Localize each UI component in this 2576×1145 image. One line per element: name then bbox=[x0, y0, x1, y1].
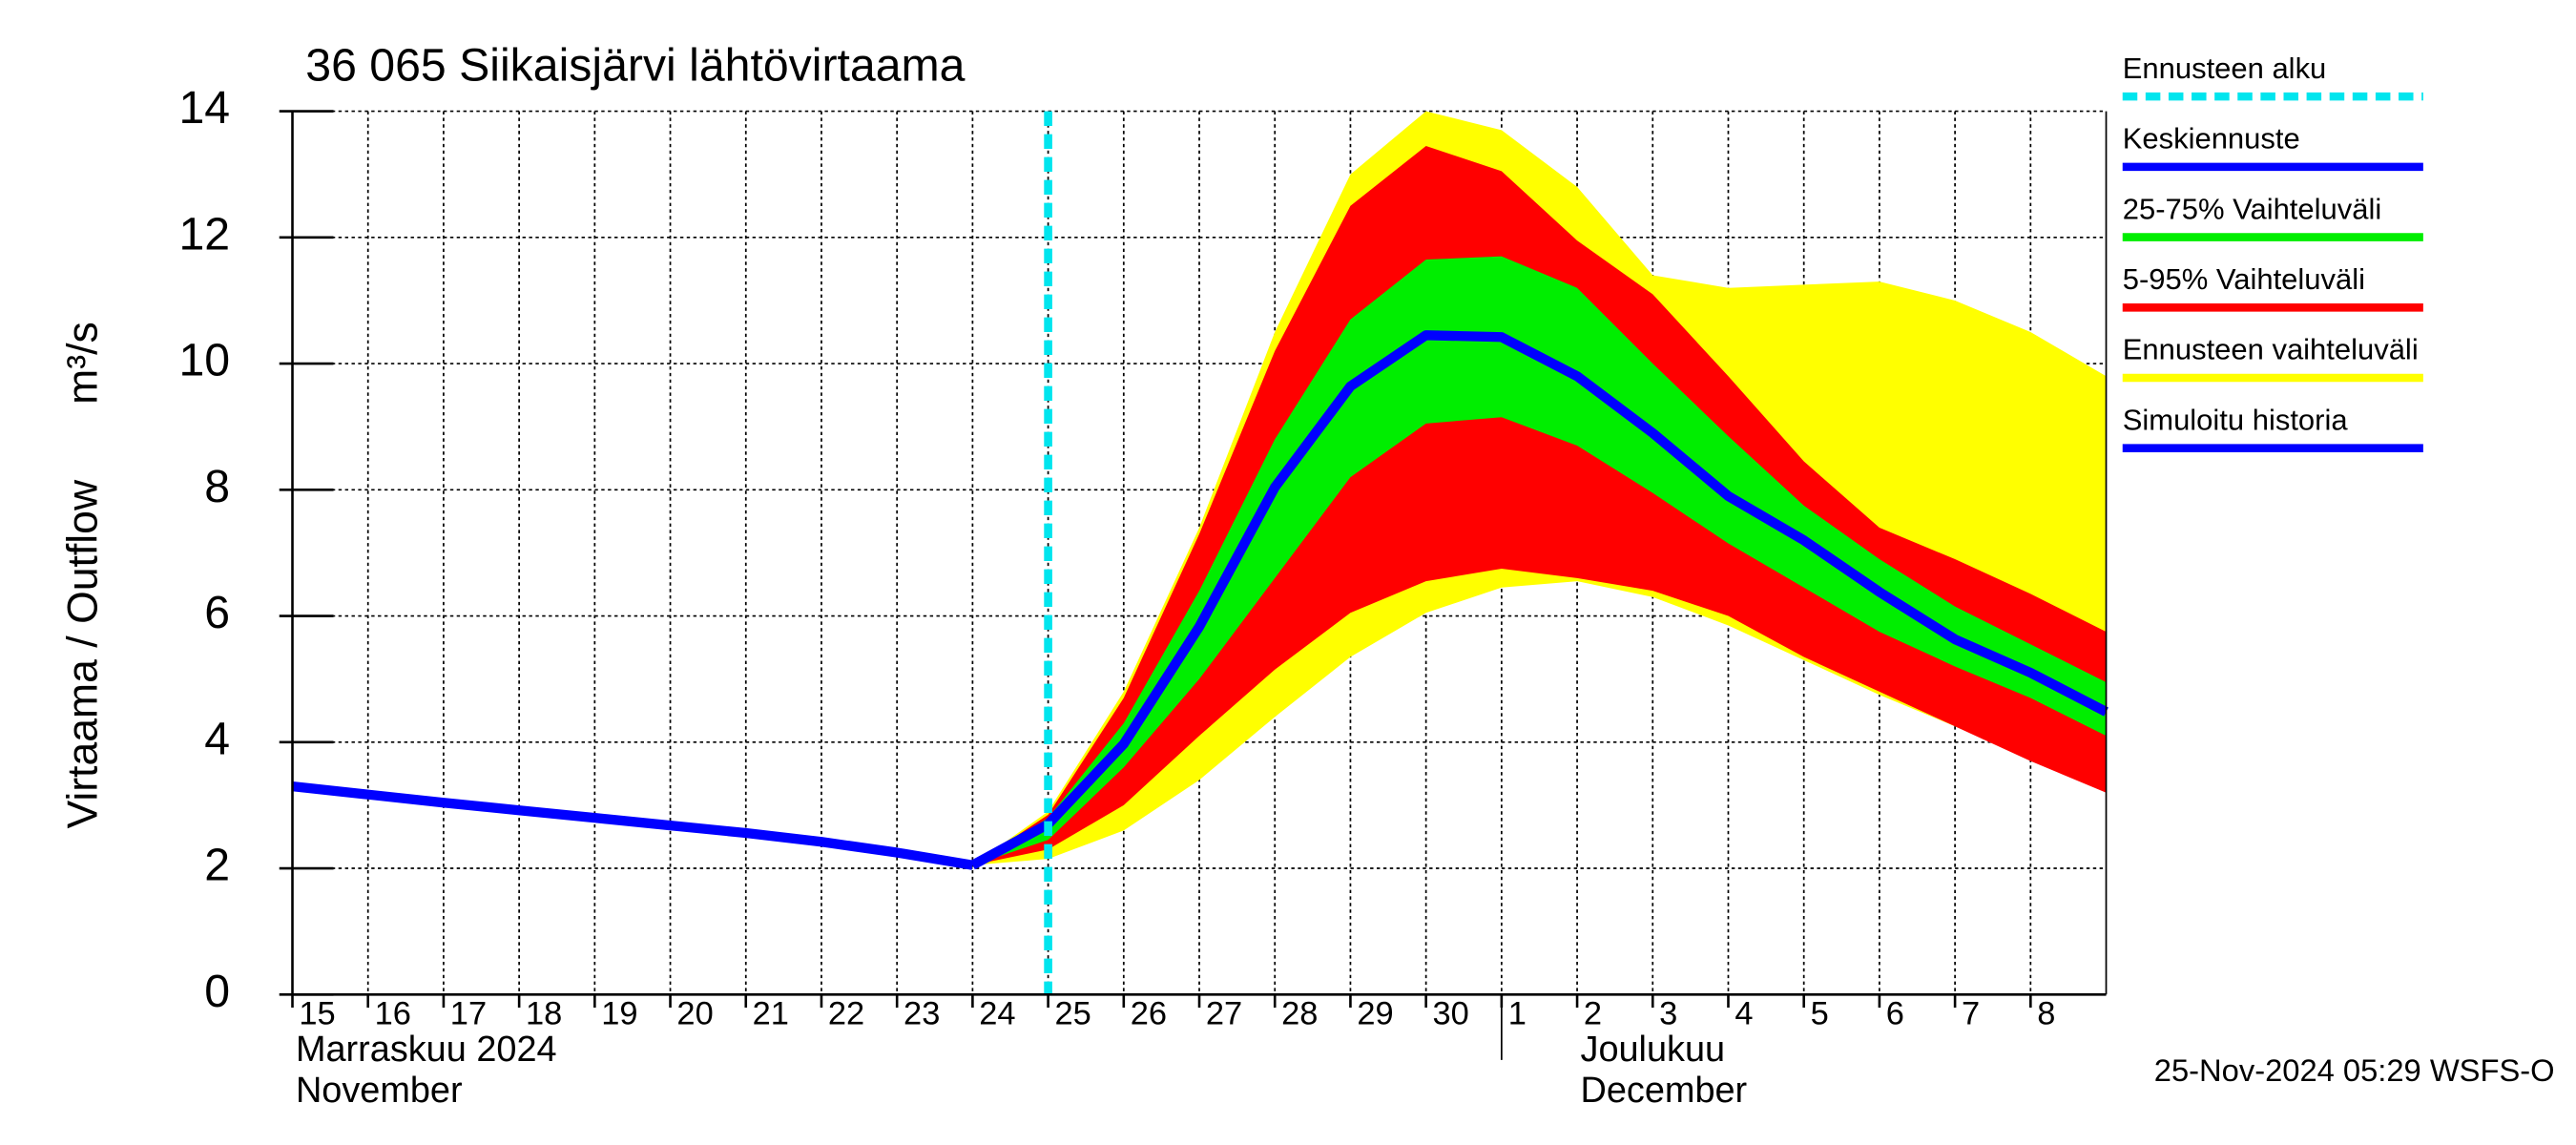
x-tick-label: 19 bbox=[601, 996, 637, 1032]
x-tick-label: 24 bbox=[979, 996, 1015, 1032]
x-tick-label: 20 bbox=[676, 996, 713, 1032]
legend-label: Keskiennuste bbox=[2123, 122, 2300, 156]
y-tick-label: 14 bbox=[178, 82, 230, 134]
legend-label: Ennusteen vaihteluväli bbox=[2123, 333, 2419, 366]
y-tick-label: 0 bbox=[204, 966, 230, 1017]
x-tick-label: 4 bbox=[1735, 996, 1753, 1032]
flow-line bbox=[291, 781, 974, 870]
x-tick-label: 30 bbox=[1433, 996, 1469, 1032]
x-tick-label: 27 bbox=[1206, 996, 1242, 1032]
footer: 25-Nov-2024 05:29 WSFS-O bbox=[2154, 1052, 2555, 1088]
month-label: November bbox=[296, 1071, 463, 1111]
x-tick-label: 25 bbox=[1054, 996, 1091, 1032]
x-tick-label: 29 bbox=[1357, 996, 1393, 1032]
legend-label: Simuloitu historia bbox=[2123, 404, 2349, 437]
flow-line bbox=[969, 330, 2109, 870]
x-tick-label: 28 bbox=[1281, 996, 1318, 1032]
legend-label: 25-75% Vaihteluväli bbox=[2123, 192, 2381, 225]
y-tick-label: 4 bbox=[204, 714, 230, 765]
forecast-band bbox=[972, 145, 2107, 865]
x-tick-label: 8 bbox=[2037, 996, 2055, 1032]
month-label: December bbox=[1581, 1071, 1748, 1111]
x-tick-label: 18 bbox=[526, 996, 562, 1032]
y-tick-label: 6 bbox=[204, 587, 230, 638]
x-tick-label: 23 bbox=[904, 996, 940, 1032]
legend-label: 5-95% Vaihteluväli bbox=[2123, 262, 2365, 296]
y-tick-label: 10 bbox=[178, 335, 230, 386]
x-tick-label: 6 bbox=[1886, 996, 1904, 1032]
y-tick-label: 8 bbox=[204, 461, 230, 512]
x-tick-label: 26 bbox=[1131, 996, 1167, 1032]
x-tick-label: 15 bbox=[299, 996, 335, 1032]
legend-label: Ennusteen alku bbox=[2123, 52, 2327, 85]
y-tick-label: 12 bbox=[178, 209, 230, 260]
x-tick-label: 5 bbox=[1811, 996, 1829, 1032]
forecast-band bbox=[972, 256, 2107, 865]
month-label: Joulukuu bbox=[1581, 1030, 1726, 1070]
x-tick-label: 1 bbox=[1508, 996, 1527, 1032]
x-tick-label: 16 bbox=[375, 996, 411, 1032]
x-tick-label: 7 bbox=[1962, 996, 1980, 1032]
x-tick-label: 2 bbox=[1584, 996, 1602, 1032]
chart-title: 36 065 Siikaisjärvi lähtövirtaama bbox=[305, 40, 965, 92]
x-tick-label: 22 bbox=[828, 996, 864, 1032]
month-label: Marraskuu 2024 bbox=[296, 1030, 557, 1070]
x-tick-label: 21 bbox=[753, 996, 789, 1032]
y-tick-label: 2 bbox=[204, 840, 230, 891]
y-axis-unit: m³/s bbox=[59, 322, 106, 405]
x-tick-label: 3 bbox=[1659, 996, 1677, 1032]
x-tick-label: 17 bbox=[450, 996, 487, 1032]
y-axis-label: Virtaama / Outflow bbox=[59, 479, 106, 828]
